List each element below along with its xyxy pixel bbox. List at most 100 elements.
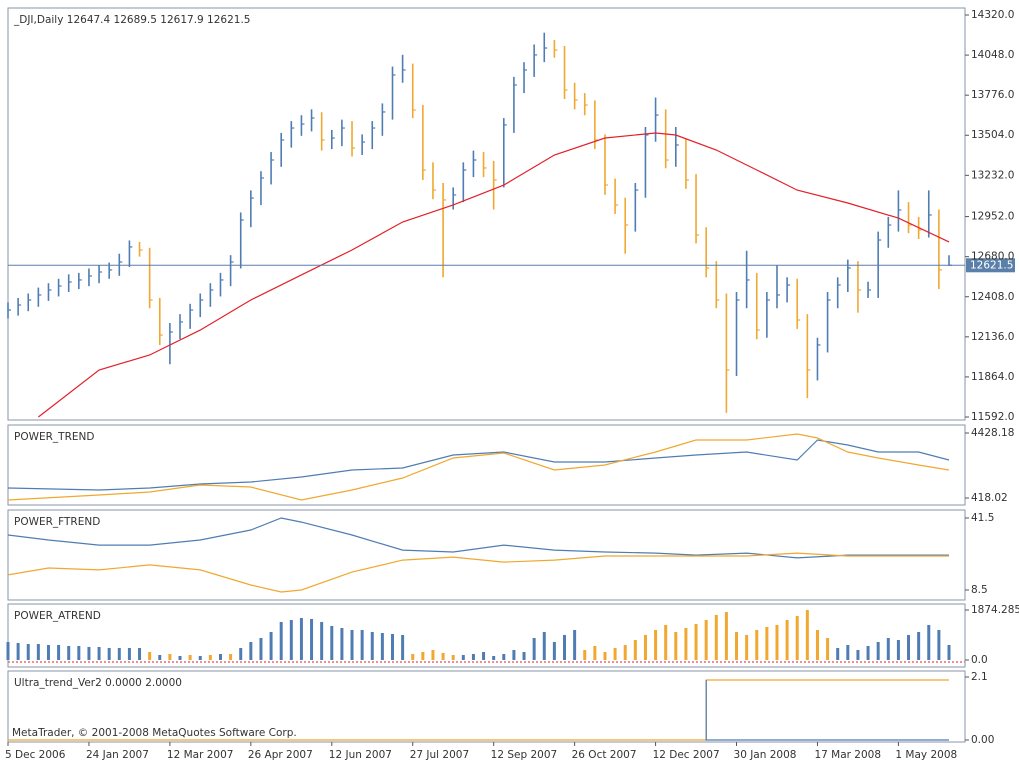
- indicator-line: [7, 517, 949, 559]
- histogram-bar: [138, 647, 142, 660]
- histogram-bar: [674, 631, 678, 660]
- histogram-bar: [664, 624, 668, 660]
- y-tick-label: 14048.0: [971, 49, 1014, 61]
- histogram-bar: [401, 634, 405, 660]
- indicator-line: [7, 433, 950, 501]
- histogram-bar: [370, 631, 374, 660]
- pane-frame: [7, 603, 966, 668]
- histogram-bar: [947, 644, 951, 660]
- histogram-bar: [542, 631, 546, 660]
- histogram-bar: [765, 626, 769, 660]
- histogram-bar: [249, 641, 253, 660]
- y-tick-label: 13504.0: [971, 129, 1014, 141]
- x-tick-label: 5 Dec 2006: [5, 749, 66, 761]
- histogram-bar: [350, 629, 354, 660]
- x-tick-label: 26 Apr 2007: [248, 749, 313, 761]
- indicator-line: [7, 552, 949, 593]
- y-tick-label: 0.00: [971, 734, 994, 746]
- histogram-bar: [694, 623, 698, 660]
- histogram-bar: [87, 646, 91, 660]
- histogram-bar: [279, 621, 283, 660]
- histogram-bar: [886, 637, 890, 660]
- histogram-bar: [826, 637, 830, 660]
- pane-title: POWER_ATREND: [14, 610, 101, 622]
- histogram-bar: [471, 653, 475, 660]
- histogram-bar: [573, 629, 577, 660]
- histogram-bar: [482, 651, 486, 660]
- last-price-label: 12621.5: [970, 259, 1013, 271]
- histogram-bar: [805, 610, 809, 660]
- histogram-bar: [856, 649, 860, 660]
- histogram-bar: [927, 624, 931, 660]
- pane-title: Ultra_trend_Ver2 0.0000 2.0000: [14, 677, 182, 689]
- histogram-bar: [512, 649, 516, 660]
- histogram-bar: [451, 654, 455, 660]
- y-tick-label: 12952.0: [971, 211, 1014, 223]
- x-tick-label: 30 Jan 2008: [734, 749, 797, 761]
- histogram-bar: [836, 647, 840, 660]
- histogram-bar: [239, 647, 243, 660]
- histogram-bar: [411, 653, 415, 660]
- histogram-bar: [67, 645, 71, 660]
- histogram-bar: [654, 629, 658, 660]
- histogram-bar: [846, 644, 850, 660]
- histogram-bar: [633, 639, 637, 660]
- histogram-bar: [714, 614, 718, 660]
- histogram-bar: [6, 641, 10, 660]
- histogram-bar: [583, 649, 587, 660]
- x-tick-label: 26 Oct 2007: [572, 749, 637, 761]
- histogram-bar: [107, 647, 111, 660]
- y-tick-label: 1874.285: [971, 604, 1019, 616]
- copyright: MetaTrader, © 2001-2008 MetaQuotes Softw…: [12, 727, 297, 739]
- histogram-bar: [330, 625, 334, 660]
- histogram-bar: [623, 644, 627, 660]
- x-tick-label: 12 Dec 2007: [653, 749, 720, 761]
- pane-title: _DJI,Daily 12647.4 12689.5 12617.9 12621…: [13, 14, 250, 26]
- histogram-bar: [117, 647, 121, 660]
- histogram-bar: [299, 617, 303, 660]
- histogram-bar: [492, 655, 496, 660]
- histogram-bar: [937, 629, 941, 660]
- histogram-bar: [178, 655, 182, 660]
- histogram-bar: [188, 654, 192, 660]
- histogram-bar: [390, 633, 394, 660]
- last-price-box: [966, 258, 1015, 273]
- y-tick-label: 0.0: [971, 654, 988, 666]
- y-tick-label: 12680.0: [971, 251, 1014, 263]
- histogram-bar: [208, 654, 212, 660]
- histogram-bar: [168, 653, 172, 660]
- pane-frame: [7, 670, 966, 743]
- pane-title: POWER_FTREND: [14, 516, 100, 528]
- histogram-bar: [522, 651, 526, 660]
- indicator-line: [705, 680, 949, 741]
- y-tick-label: 13776.0: [971, 89, 1014, 101]
- y-tick-label: 8.5: [971, 584, 988, 596]
- x-tick-label: 12 Jun 2007: [329, 749, 392, 761]
- y-tick-label: 418.02: [971, 492, 1008, 504]
- histogram-bar: [755, 629, 759, 660]
- histogram-bar: [421, 651, 425, 660]
- histogram-bar: [866, 645, 870, 660]
- pane-frame: [7, 7, 966, 421]
- histogram-bar: [461, 654, 465, 660]
- x-tick-label: 27 Jul 2007: [410, 749, 469, 761]
- histogram-bar: [269, 631, 273, 660]
- histogram-bar: [360, 629, 364, 660]
- x-tick-label: 17 Mar 2008: [814, 749, 881, 761]
- y-tick-label: 41.5: [971, 512, 994, 524]
- histogram-bar: [77, 645, 81, 660]
- pane-frame: [7, 424, 966, 506]
- histogram-bar: [684, 627, 688, 660]
- histogram-bar: [532, 637, 536, 660]
- histogram-bar: [340, 627, 344, 660]
- histogram-bar: [320, 621, 324, 660]
- histogram-bar: [16, 642, 20, 660]
- histogram-bar: [907, 634, 911, 660]
- histogram-bar: [593, 645, 597, 660]
- histogram-bar: [57, 644, 61, 660]
- histogram-bar: [735, 631, 739, 660]
- histogram-bar: [380, 632, 384, 660]
- histogram-bar: [431, 649, 435, 660]
